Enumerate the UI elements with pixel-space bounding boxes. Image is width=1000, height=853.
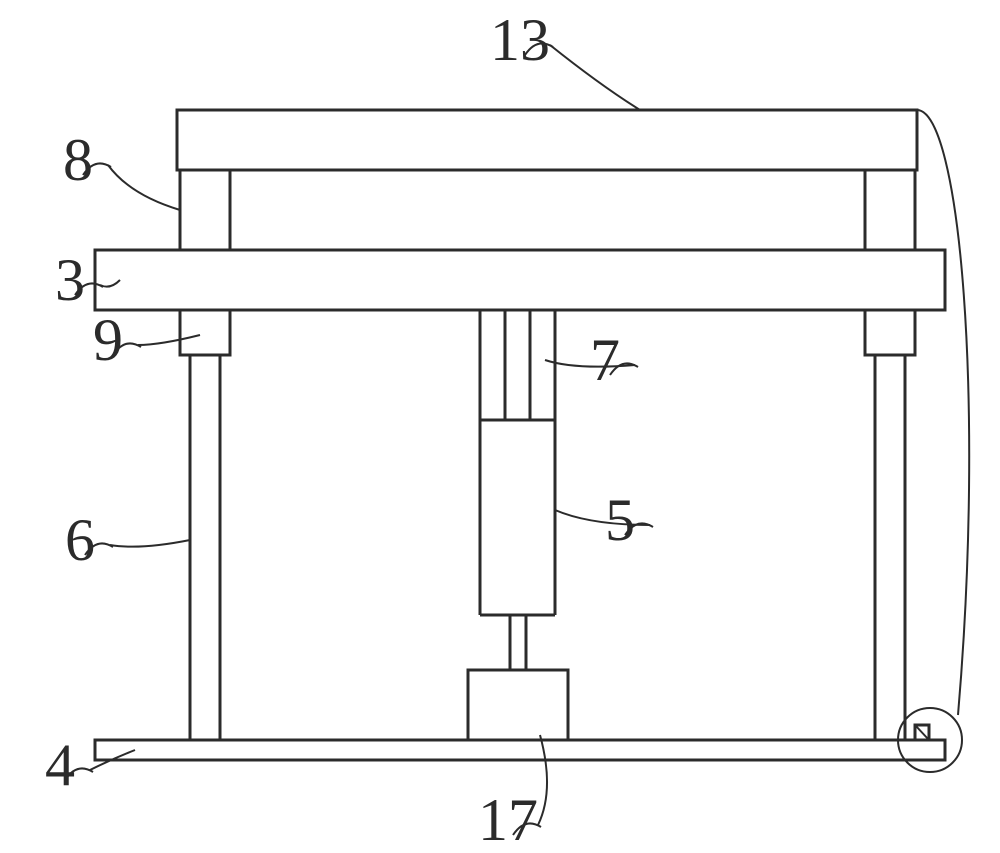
callout-leader-17 [538, 735, 547, 825]
callout-label-7: 7 [590, 327, 620, 393]
right-post-spacer [865, 310, 915, 355]
callout-leader-6 [110, 540, 190, 547]
foot-block [468, 670, 568, 740]
left-post-upper [180, 170, 230, 250]
callout-label-17: 17 [478, 787, 538, 853]
base-plate [95, 740, 945, 760]
callout-label-4: 4 [45, 732, 75, 798]
callout-label-6: 6 [65, 507, 95, 573]
detail-diag [915, 725, 929, 740]
callout-label-3: 3 [55, 247, 85, 313]
callout-label-5: 5 [605, 487, 635, 553]
mid-plate [95, 250, 945, 310]
callout-label-13: 13 [490, 7, 550, 73]
callout-label-8: 8 [63, 127, 93, 193]
callout-leader-5 [555, 510, 650, 525]
callout-label-9: 9 [93, 307, 123, 373]
long-leader [917, 110, 969, 715]
callout-leader-3 [100, 280, 120, 287]
left-post-lower [190, 355, 220, 740]
top-plate [177, 110, 917, 170]
piston-rod [510, 615, 526, 670]
right-post-upper [865, 170, 915, 250]
right-post-lower [875, 355, 905, 740]
left-post-spacer [180, 310, 230, 355]
callout-leader-8 [108, 165, 180, 210]
callout-leader-13 [550, 45, 640, 110]
callout-leader-9 [138, 335, 200, 345]
